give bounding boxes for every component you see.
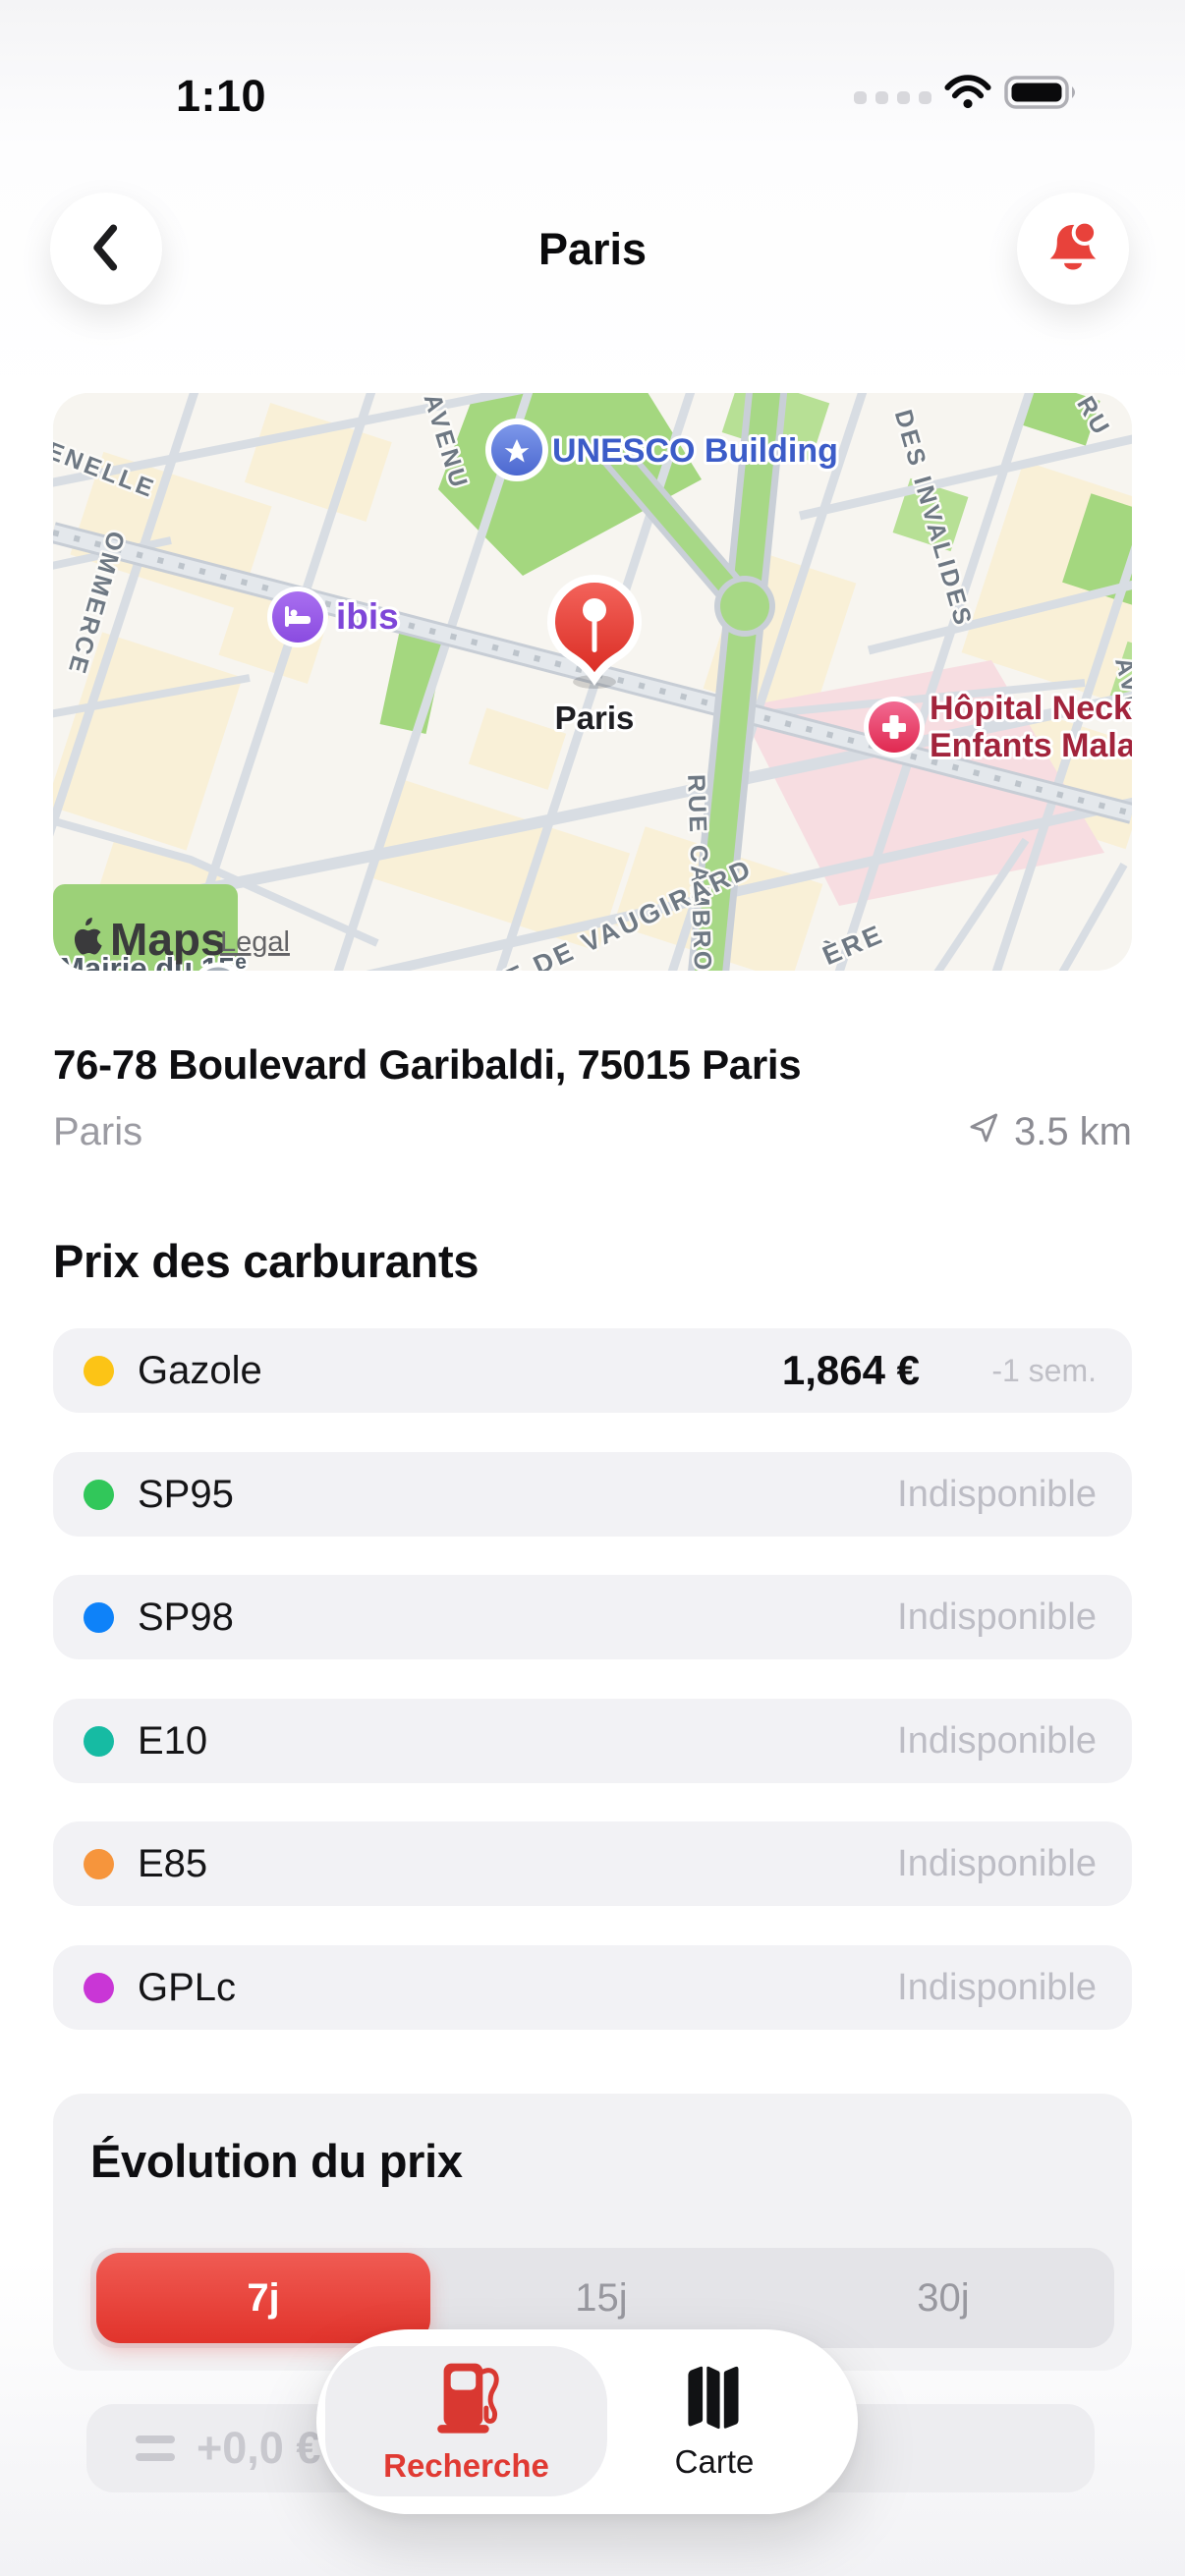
battery-icon [1004,74,1081,116]
tab-label-recherche: Recherche [383,2447,549,2484]
location-arrow-icon [965,1108,1002,1155]
fuel-color-dot [84,1355,114,1386]
wifi-icon [943,74,992,116]
map-esplanade [595,393,788,971]
bell-badge-icon [1041,215,1105,283]
poi-label-ibis: ibis [336,596,399,637]
page-title: Paris [537,224,648,274]
fuel-name: GPLc [138,1965,237,2009]
equals-icon [136,2436,175,2461]
map-preview[interactable]: ENELLE OMMERCE AVENU DES INVALIDES RU RU… [53,393,1132,971]
folded-map-icon [678,2362,751,2436]
segment-7j[interactable]: 7j [96,2253,430,2343]
apple-logo-icon [74,918,102,955]
fuel-row-sp98[interactable]: SP98 Indisponible [53,1575,1132,1659]
fuel-name: Gazole [138,1348,262,1392]
fuel-row-gplc[interactable]: GPLc Indisponible [53,1945,1132,2030]
pin-label: Paris [555,700,635,736]
fuel-row-gazole[interactable]: Gazole 1,864 € -1 sem. [53,1328,1132,1413]
status-icons [854,73,1081,116]
hotel-bed-icon [285,606,310,627]
distance-info: 3.5 km [965,1108,1132,1155]
fuel-unavailable: Indisponible [897,1719,1097,1762]
pushpin-icon [583,598,606,622]
destination-pin[interactable] [546,574,643,689]
fuel-row-e85[interactable]: E85 Indisponible [53,1821,1132,1906]
fuel-pump-icon [431,2358,502,2439]
poi-label-mairie: Mairie du 15e [59,951,247,971]
fuel-unavailable: Indisponible [897,1473,1097,1515]
tab-recherche[interactable]: Recherche [325,2346,607,2496]
segment-15j[interactable]: 15j [575,2275,628,2320]
map-attribution: Maps Legal [74,914,290,965]
segment-30j[interactable]: 30j [917,2275,970,2320]
address-subrow: Paris 3.5 km [53,1108,1132,1155]
medical-cross-icon [882,715,906,739]
fuel-color-dot [84,1601,114,1633]
unesco-marker[interactable]: UNESCO Building [485,419,841,481]
poi-label-hospital-1: Hôpital Necker [930,690,1132,727]
fuel-name: E10 [138,1718,208,1763]
maps-brand: Maps [110,914,226,965]
poi-label-unesco: UNESCO Building [552,432,838,470]
price-delta-value: +0,0 € [197,2423,321,2473]
notification-bell-button[interactable] [1017,193,1129,305]
fuel-unavailable: Indisponible [897,1596,1097,1638]
fuel-trend: -1 sem. [991,1352,1097,1388]
hospital-marker[interactable]: Hôpital Necker Enfants Malades [864,687,1132,767]
star-icon [504,439,530,463]
price-evolution-title: Évolution du prix [90,2135,463,2187]
chevron-left-icon [79,220,134,278]
fuel-name: E85 [138,1841,208,1885]
fuel-color-dot [84,1972,114,2003]
status-time: 1:10 [175,71,267,121]
fuel-prices-heading: Prix des carburants [53,1235,480,1287]
station-address: 76-78 Boulevard Garibaldi, 75015 Paris [53,1041,802,1088]
bottom-tab-bar: Recherche Carte [316,2329,858,2514]
fuel-price: 1,864 € [781,1347,920,1393]
station-city: Paris [53,1109,143,1153]
period-segmented-control: 7j 15j 30j [90,2248,1114,2348]
tab-carte[interactable]: Carte [592,2346,837,2496]
ibis-marker[interactable]: ibis [267,587,402,647]
tab-label-carte: Carte [674,2443,755,2480]
fuel-color-dot [84,1848,114,1879]
fuel-unavailable: Indisponible [897,1842,1097,1884]
fuel-color-dot [84,1479,114,1510]
fuel-color-dot [84,1725,114,1757]
fuel-row-sp95[interactable]: SP95 Indisponible [53,1452,1132,1537]
cellular-signal-icon [854,90,931,104]
poi-label-hospital-2: Enfants Malades [930,727,1132,764]
mairie-poi-icon [198,962,238,971]
distance-value: 3.5 km [1013,1109,1132,1153]
fuel-name: SP95 [138,1472,234,1516]
fuel-name: SP98 [138,1595,234,1639]
back-button[interactable] [50,193,162,305]
legal-link[interactable]: Legal [220,926,290,958]
fuel-unavailable: Indisponible [897,1966,1097,2008]
fuel-row-e10[interactable]: E10 Indisponible [53,1699,1132,1783]
